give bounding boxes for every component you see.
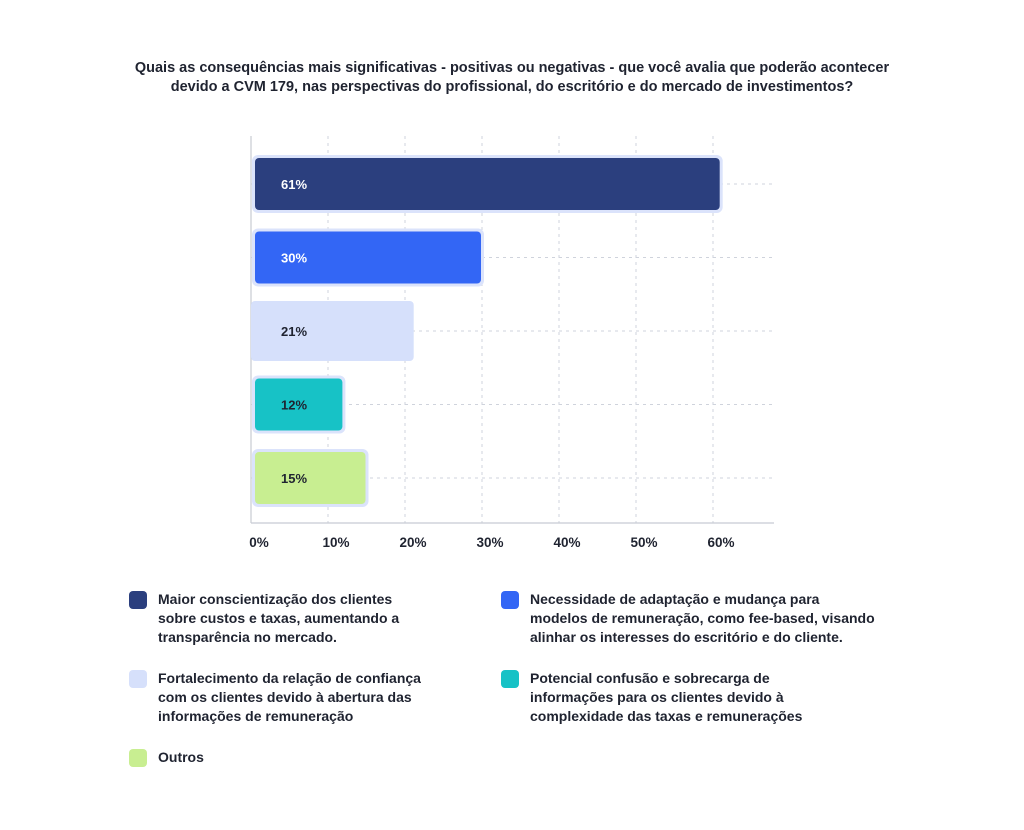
bar-4 bbox=[255, 378, 343, 431]
chart-title-line-1: Quais as consequências mais significativ… bbox=[134, 60, 890, 76]
bar-value-label-4: 12% bbox=[281, 398, 307, 413]
legend-label-5: Outros bbox=[158, 749, 204, 765]
legend-label-4: Potencial confusão e sobrecarga de infor… bbox=[530, 670, 803, 724]
legend-swatch-4 bbox=[501, 670, 519, 688]
bar-1 bbox=[255, 158, 720, 210]
x-tick-label-0: 0% bbox=[249, 535, 269, 550]
bar-value-label-2: 30% bbox=[281, 251, 307, 266]
bar-value-label-1: 61% bbox=[281, 177, 307, 192]
bar-5 bbox=[255, 452, 366, 504]
legend-item-5: Outros bbox=[129, 748, 204, 767]
x-tick-label-5: 50% bbox=[630, 535, 657, 550]
legend-swatch-2 bbox=[501, 591, 519, 609]
legend-item-2: Necessidade de adaptação e mudança para … bbox=[501, 590, 875, 647]
x-tick-label-6: 60% bbox=[707, 535, 734, 550]
bar-value-label-5: 15% bbox=[281, 471, 307, 486]
bar-2 bbox=[255, 231, 481, 284]
legend-item-3: Fortalecimento da relação de confiança c… bbox=[129, 669, 421, 726]
x-tick-label-3: 30% bbox=[476, 535, 503, 550]
bar-3 bbox=[251, 301, 414, 361]
legend-label-3: Fortalecimento da relação de confiança c… bbox=[158, 670, 421, 724]
legend-swatch-5 bbox=[129, 749, 147, 767]
legend-label-2: Necessidade de adaptação e mudança para … bbox=[530, 591, 875, 645]
legend-swatch-3 bbox=[129, 670, 147, 688]
legend-item-4: Potencial confusão e sobrecarga de infor… bbox=[501, 669, 802, 726]
bar-value-label-3: 21% bbox=[281, 324, 307, 339]
x-tick-label-4: 40% bbox=[553, 535, 580, 550]
legend-item-1: Maior conscientização dos clientes sobre… bbox=[129, 590, 399, 647]
legend-label-1: Maior conscientização dos clientes sobre… bbox=[158, 591, 400, 645]
bar-chart: 61% 30% 21% 12% 15% 0% 10% 20% 30% 40% 50% 60% bbox=[249, 136, 774, 550]
legend-swatch-1 bbox=[129, 591, 147, 609]
chart-title: Quais as consequências mais significativ… bbox=[112, 59, 912, 97]
x-tick-label-2: 20% bbox=[399, 535, 426, 550]
chart-title-line-2: devido a CVM 179, nas perspectivas do pr… bbox=[170, 79, 854, 95]
x-tick-label-1: 10% bbox=[322, 535, 349, 550]
